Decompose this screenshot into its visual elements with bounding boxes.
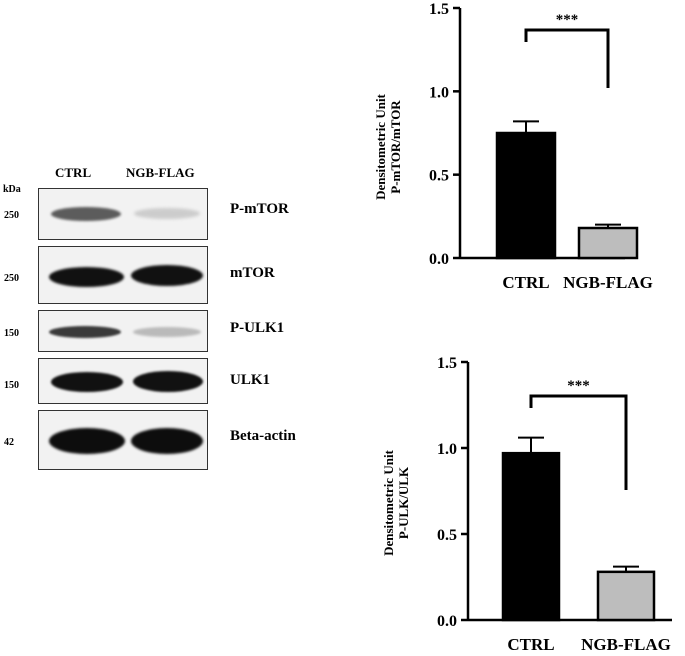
chart1-ytick-label-0: 0.0: [429, 251, 449, 268]
kda-label: kDa: [3, 184, 21, 195]
chart2-category-label-0: CTRL: [507, 635, 554, 654]
blot-strip-beta-actin: [38, 410, 208, 470]
blot-strip-mtor: [38, 246, 208, 304]
chart1-significance-label: ***: [556, 12, 579, 28]
protein-label-beta-actin: Beta-actin: [230, 428, 296, 444]
chart2-ytick-label-3: 1.5: [437, 355, 457, 372]
marker-42: 42: [4, 437, 14, 448]
band-ngb-p-ulk1: [133, 327, 201, 337]
protein-label-ulk1: ULK1: [230, 372, 271, 388]
marker-250-b: 250: [4, 273, 19, 284]
marker-250-a: 250: [4, 210, 19, 221]
band-ctrl-beta-actin: [49, 428, 125, 454]
band-ngb-beta-actin: [131, 428, 203, 454]
chart2-bar-1: [596, 570, 656, 622]
chart2-significance-label: ***: [567, 378, 590, 394]
chart1-bar-0: [495, 131, 557, 260]
lane-label-ngb-flag: NGB-FLAG: [126, 165, 195, 180]
band-ngb-mtor: [131, 265, 203, 286]
band-ngb-ulk1: [133, 371, 203, 392]
chart1-category-label-0: CTRL: [502, 273, 549, 292]
chart1-category-label-1: NGB-FLAG: [563, 273, 653, 292]
protein-label-p-mtor: P-mTOR: [230, 201, 289, 217]
chart1-ytick-label-3: 1.5: [429, 1, 449, 18]
marker-150-b: 150: [4, 380, 19, 391]
band-ctrl-p-ulk1: [49, 326, 121, 338]
chart1-significance-bracket: [524, 28, 610, 88]
protein-label-mtor: mTOR: [230, 265, 275, 281]
band-ctrl-p-mtor: [51, 207, 121, 221]
chart2-ylabel-line1: Densitometric Unit: [381, 450, 396, 556]
chart2-ylabel-line2: P-ULK/ULK: [396, 466, 411, 540]
chart1-ylabel-line1: Densitometric Unit: [373, 94, 388, 200]
blot-strip-p-ulk1: [38, 310, 208, 352]
bar-chart-p-ulk: 0.0 0.5 1.0 1.5 CTRL NGB-FLAG ***: [437, 355, 672, 654]
blot-strip-p-mtor: [38, 188, 208, 240]
band-ctrl-ulk1: [51, 372, 123, 392]
lane-label-ctrl: CTRL: [55, 165, 92, 180]
chart2-ytick-label-1: 0.5: [437, 527, 457, 544]
chart1-ytick-label-1: 0.5: [429, 168, 449, 185]
chart2-significance-bracket: [529, 394, 628, 490]
chart2-bar-0: [501, 451, 561, 622]
band-ctrl-mtor: [49, 267, 124, 287]
marker-150-a: 150: [4, 328, 19, 339]
chart1-ytick-label-2: 1.0: [429, 84, 449, 101]
chart1-bar-1: [577, 226, 639, 260]
chart2-category-label-1: NGB-FLAG: [581, 635, 671, 654]
protein-label-p-ulk1: P-ULK1: [230, 320, 285, 336]
blot-strip-ulk1: [38, 358, 208, 404]
chart2-ytick-label-0: 0.0: [437, 613, 457, 630]
band-ngb-p-mtor: [134, 208, 200, 219]
bar-chart-p-mtor: 0.0 0.5 1.0 1.5 CTRL NGB-FLAG ***: [429, 1, 653, 292]
chart2-ytick-label-2: 1.0: [437, 441, 457, 458]
